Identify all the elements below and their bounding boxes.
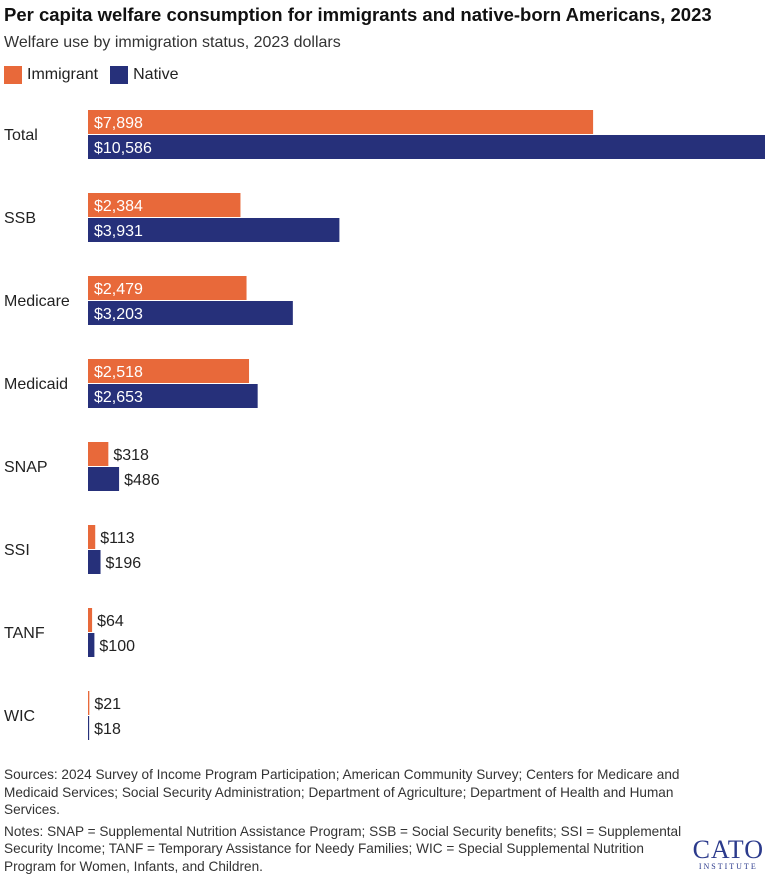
- bar-snap-native: [88, 467, 120, 491]
- legend-item-native: Native: [110, 66, 178, 84]
- data-label-medicaid-native: $2,653: [94, 389, 143, 406]
- legend-label-immigrant: Immigrant: [27, 66, 99, 83]
- chart-title: Per capita welfare consumption for immig…: [4, 4, 712, 25]
- legend-swatch-immigrant: [4, 66, 22, 84]
- sources-text: Sources: 2024 Survey of Income Program P…: [4, 767, 680, 817]
- bar-medicaid-native: [88, 384, 258, 408]
- category-label-total: Total: [4, 127, 38, 144]
- category-label-medicare: Medicare: [4, 293, 70, 310]
- bar-chart: Total $7,898 $10,586 SSB $2,384 $3,931 Medicar…: [4, 110, 765, 740]
- data-label-medicare-native: $3,203: [94, 306, 143, 323]
- logo-sub: INSTITUTE: [698, 862, 758, 871]
- logo-name: CATO: [692, 835, 764, 864]
- category-label-wic: WIC: [4, 708, 35, 725]
- legend: Immigrant Native: [4, 66, 190, 84]
- category-label-tanf: TANF: [4, 625, 45, 642]
- bar-snap-immigrant: [88, 442, 109, 466]
- data-label-snap-immigrant: $318: [113, 447, 149, 464]
- category-label-ssb: SSB: [4, 210, 36, 227]
- bar-ssi-native: [88, 550, 101, 574]
- data-label-ssb-native: $3,931: [94, 223, 143, 240]
- data-label-medicaid-immigrant: $2,518: [94, 364, 143, 381]
- bar-medicare-native: [88, 301, 293, 325]
- category-label-medicaid: Medicaid: [4, 376, 68, 393]
- category-label-snap: SNAP: [4, 459, 48, 476]
- data-label-snap-native: $486: [124, 472, 160, 489]
- bar-tanf-native: [88, 633, 95, 657]
- cato-logo: CATO INSTITUTE: [692, 835, 764, 872]
- data-label-tanf-native: $100: [99, 638, 135, 655]
- bar-tanf-immigrant: [88, 608, 93, 632]
- bar-ssi-immigrant: [88, 525, 96, 549]
- bar-total-native: [88, 135, 765, 159]
- data-label-ssi-native: $196: [106, 555, 142, 572]
- notes-text: Notes: SNAP = Supplemental Nutrition Ass…: [4, 823, 682, 874]
- data-label-wic-native: $18: [94, 721, 121, 738]
- legend-label-native: Native: [133, 66, 179, 83]
- bar-medicare-immigrant: [88, 276, 247, 300]
- data-label-wic-immigrant: $21: [94, 696, 121, 713]
- bar-wic-native: [88, 716, 90, 740]
- bar-ssb-native: [88, 218, 340, 242]
- legend-item-immigrant: Immigrant: [4, 66, 98, 84]
- footnotes: Sources: 2024 Survey of Income Program P…: [4, 766, 694, 879]
- legend-swatch-native: [110, 66, 129, 84]
- chart-subtitle: Welfare use by immigration status, 2023 …: [4, 34, 341, 51]
- data-label-total-immigrant: $7,898: [94, 115, 143, 132]
- data-label-total-native: $10,586: [94, 140, 152, 157]
- data-label-ssb-immigrant: $2,384: [94, 198, 143, 215]
- data-label-medicare-immigrant: $2,479: [94, 281, 143, 298]
- bar-medicaid-immigrant: [88, 359, 250, 383]
- data-label-tanf-immigrant: $64: [97, 613, 124, 630]
- data-label-ssi-immigrant: $113: [100, 530, 135, 547]
- category-label-ssi: SSI: [4, 542, 30, 559]
- bar-ssb-immigrant: [88, 193, 241, 217]
- bar-total-immigrant: [88, 110, 594, 134]
- bar-wic-immigrant: [88, 691, 90, 715]
